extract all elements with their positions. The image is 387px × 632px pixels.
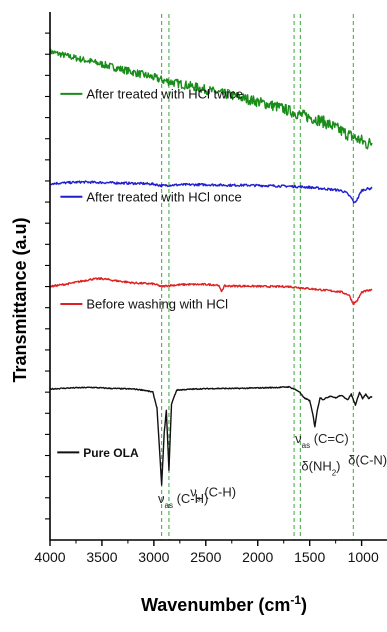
x-axis-label-sup: -1 — [290, 593, 301, 607]
x-tick-label: 3500 — [86, 549, 117, 565]
annotation-text: (C=C) — [310, 431, 349, 446]
annotation-delta-cn: δ(C-N) — [348, 452, 387, 467]
x-tick-label: 2000 — [242, 549, 273, 565]
annotation-vs-ch: νs (C-H) — [190, 485, 236, 504]
annotations: νas (C-H)νs (C-H)νas (C=C)δ(NH2) δ(C-N) — [158, 431, 387, 510]
x-axis-label-close: ) — [301, 595, 307, 615]
series-layer — [50, 48, 373, 486]
annotation-text: (NH — [309, 458, 332, 473]
annotation-symbol: δ — [301, 458, 308, 473]
reference-lines — [161, 14, 354, 540]
x-ticks: 4000 3500 3000 2500 2000 1500 1000 — [34, 32, 379, 565]
annotation-text: (C-H) — [173, 491, 208, 506]
series-line — [50, 385, 373, 486]
x-tick-label: 3000 — [138, 549, 169, 565]
annotation-symbol: ν — [190, 485, 197, 500]
annotation-vas-cc: νas (C=C) — [295, 431, 349, 450]
legend-label: After treated with HCl once — [86, 189, 241, 204]
legend-label: After treated with HCl twice — [86, 86, 243, 101]
annotation-delta-nh2: δ(NH2) — [301, 458, 340, 477]
x-tick-label: 1000 — [348, 549, 379, 565]
axes — [49, 12, 387, 541]
annotation-subscript: 2 — [332, 468, 337, 477]
annotation-text: ) — [336, 458, 340, 473]
series-line — [50, 180, 373, 204]
x-tick-label: 4000 — [34, 549, 65, 565]
annotation-symbol: ν — [295, 431, 302, 446]
annotation-subscript: as — [302, 440, 310, 449]
annotation-text: (C-N) — [355, 452, 387, 467]
legend-label: Pure OLA — [83, 446, 139, 460]
x-tick-label: 1500 — [294, 549, 325, 565]
annotation-symbol: ν — [158, 491, 165, 506]
annotation-subscript: s — [197, 494, 201, 503]
series-line — [50, 277, 373, 306]
x-axis-label: Wavenumber (cm-1) — [141, 593, 307, 615]
legend: After treated with HCl twice After treate… — [57, 86, 243, 460]
annotation-vas-ch: νas (C-H) — [158, 491, 208, 510]
annotation-text: (C-H) — [201, 485, 236, 500]
x-axis-label-main: Wavenumber (cm — [141, 595, 290, 615]
annotation-symbol: δ — [348, 452, 355, 467]
annotation-subscript: as — [165, 501, 173, 510]
y-axis-label: Transmittance (a.u) — [10, 217, 30, 382]
x-tick-label: 2500 — [190, 549, 221, 565]
series-line — [50, 48, 373, 150]
legend-label: Before washing with HCl — [86, 296, 228, 311]
